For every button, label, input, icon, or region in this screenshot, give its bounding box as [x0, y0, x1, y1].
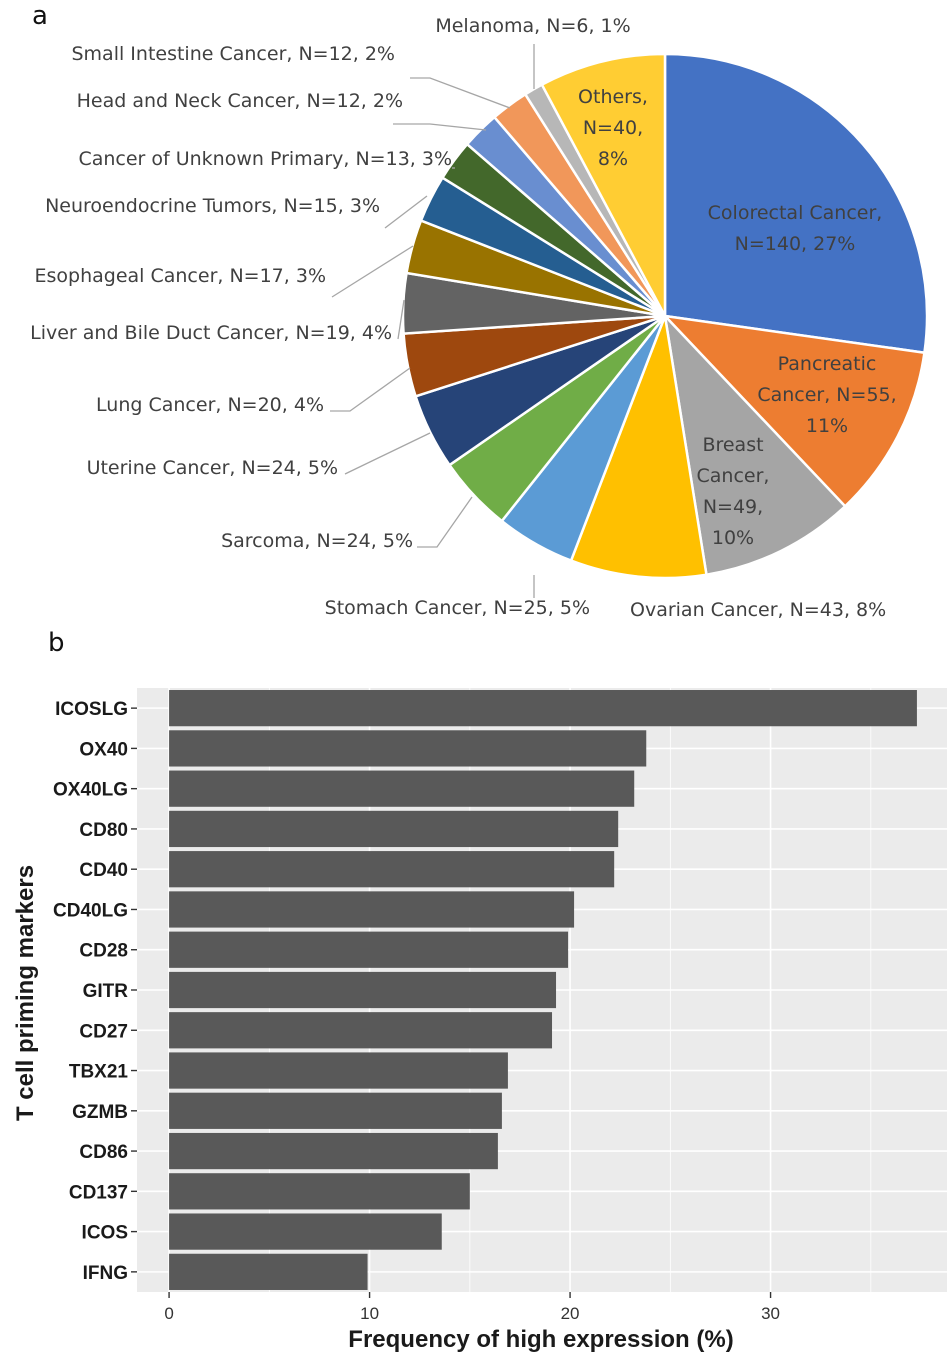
pie-label-uterine-cancer: Uterine Cancer, N=24, 5%: [87, 457, 338, 479]
pie-label-small-intestine-cancer: Small Intestine Cancer, N=12, 2%: [71, 43, 395, 65]
pie-slice-ovarian-cancer: [569, 311, 708, 580]
pie-label-colorectal-cancer: Colorectal Cancer, N=140, 27%: [708, 202, 883, 255]
y-tick-label-icoslg: ICOSLG: [55, 699, 128, 720]
bar-cd40: [169, 851, 615, 888]
x-tick-label: 10: [360, 1304, 379, 1323]
x-tick-label: 20: [561, 1304, 580, 1323]
panel-b-label: b: [48, 628, 65, 658]
x-axis-title: Frequency of high expression (%): [348, 1326, 733, 1353]
leader-line-sarcoma: [417, 496, 473, 548]
y-tick-label-cd86: CD86: [79, 1142, 128, 1163]
leader-line-liver-and-bile-duct-cancer: [397, 299, 405, 340]
leader-line-lung-cancer: [330, 367, 411, 412]
leader-line-small-intestine-cancer: [410, 77, 511, 109]
leader-line-uterine-cancer: [344, 432, 431, 475]
pie-label-lung-cancer: Lung Cancer, N=20, 4%: [96, 394, 324, 416]
pie-slice-colorectal-cancer: [663, 52, 929, 355]
pie-label-head-and-neck-cancer: Head and Neck Cancer, N=12, 2%: [77, 90, 403, 112]
pie-slice-pancreatic-cancer: [661, 314, 926, 509]
bar-icoslg: [169, 690, 917, 727]
bar-gzmb: [169, 1092, 502, 1129]
pie-chart: Colorectal Cancer, N=140, 27% Pancreatic Ca…: [30, 15, 929, 621]
y-axis-title: T cell priming markers: [12, 865, 39, 1121]
bar-ox40: [169, 730, 647, 767]
bar-tbx21: [169, 1052, 508, 1089]
pie-slice-others: [540, 52, 667, 317]
bar-cd80: [169, 810, 619, 848]
pie-label-pancreatic-cancer: Pancreatic Cancer, N=55, 11%: [757, 353, 896, 437]
leader-line-neuroendocrine-tumors: [384, 195, 428, 229]
y-tick-label-tbx21: TBX21: [69, 1062, 129, 1083]
pie-label-others: Others, N=40, 8%: [578, 86, 648, 170]
pie-label-esophageal-cancer: Esophageal Cancer, N=17, 3%: [35, 265, 327, 287]
x-tick-label: 0: [164, 1304, 173, 1323]
bar-cd137: [169, 1173, 470, 1210]
leader-line-esophageal-cancer: [331, 245, 414, 298]
leader-line-head-and-neck-cancer: [393, 123, 487, 131]
y-tick-label-cd137: CD137: [69, 1182, 128, 1203]
bar-cd86: [169, 1132, 498, 1170]
y-tick-label-cd80: CD80: [79, 820, 128, 841]
bar-gitr: [169, 971, 557, 1009]
pie-label-ovarian-cancer: Ovarian Cancer, N=43, 8%: [630, 599, 886, 621]
bar-cd27: [169, 1012, 553, 1049]
bar-ox40lg: [169, 770, 635, 807]
pie-slice-breast-cancer: [663, 312, 847, 577]
y-tick-label-icos: ICOS: [82, 1223, 128, 1244]
y-tick-label-ifng: IFNG: [83, 1263, 128, 1284]
x-tick-label: 30: [761, 1304, 780, 1323]
pie-label-melanoma: Melanoma, N=6, 1%: [435, 15, 630, 37]
y-tick-label-gitr: GITR: [83, 981, 129, 1002]
y-tick-label-gzmb: GZMB: [72, 1102, 128, 1123]
pie-label-sarcoma: Sarcoma, N=24, 5%: [221, 530, 413, 552]
y-tick-label-cd40lg: CD40LG: [53, 900, 128, 921]
bar-cd28: [169, 931, 569, 968]
pie-label-cancer-of-unknown-primary: Cancer of Unknown Primary, N=13, 3%: [78, 148, 452, 170]
pie-label-neuroendocrine-tumors: Neuroendocrine Tumors, N=15, 3%: [45, 195, 380, 217]
y-tick-label-cd28: CD28: [79, 941, 128, 962]
panel-a-label: a: [32, 1, 48, 31]
pie-label-stomach-cancer: Stomach Cancer, N=25, 5%: [325, 597, 590, 619]
bar-icos: [169, 1213, 442, 1250]
y-tick-label-cd40: CD40: [79, 860, 128, 881]
bar-ifng: [169, 1253, 368, 1290]
bar-chart: ICOSLG OX40 OX40LG CD80 CD40 CD40LG CD28 GITR CD…: [12, 688, 947, 1353]
y-tick-label-cd27: CD27: [79, 1021, 128, 1042]
pie-label-breast-cancer: Breast Cancer, N=49, 10%: [697, 434, 770, 549]
bar-cd40lg: [169, 891, 575, 928]
pie-label-liver-and-bile-duct-cancer: Liver and Bile Duct Cancer, N=19, 4%: [30, 322, 392, 344]
y-tick-label-ox40: OX40: [79, 739, 128, 760]
y-tick-label-ox40lg: OX40LG: [53, 780, 128, 801]
